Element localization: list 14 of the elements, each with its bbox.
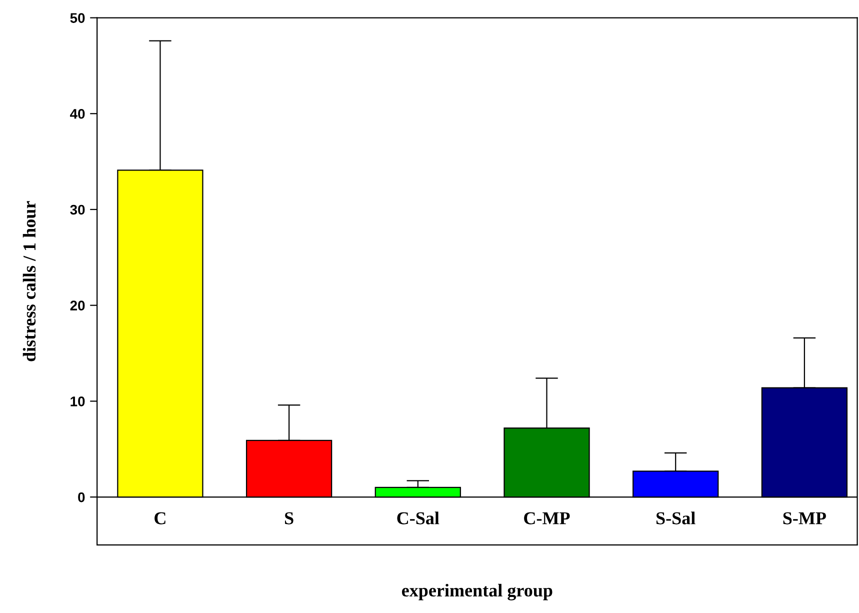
x-tick-label: C (154, 512, 166, 524)
y-tick-label: 20 (70, 300, 85, 310)
x-tick-label: C-Sal (397, 512, 440, 524)
x-tick-label: S-MP (783, 512, 826, 524)
x-tick-label: S-Sal (656, 512, 696, 524)
y-tick-label: 40 (70, 108, 85, 119)
y-tick-label: 50 (70, 13, 85, 23)
y-tick-label: 0 (78, 492, 85, 502)
y-tick-label: 10 (70, 396, 85, 406)
x-axis-title: experimental group (402, 584, 552, 600)
y-axis-title: distress calls / 1 hour (22, 201, 36, 362)
y-tick-label: 30 (70, 204, 85, 215)
x-tick-label: S (284, 512, 294, 524)
x-tick-label: C-MP (524, 512, 570, 524)
